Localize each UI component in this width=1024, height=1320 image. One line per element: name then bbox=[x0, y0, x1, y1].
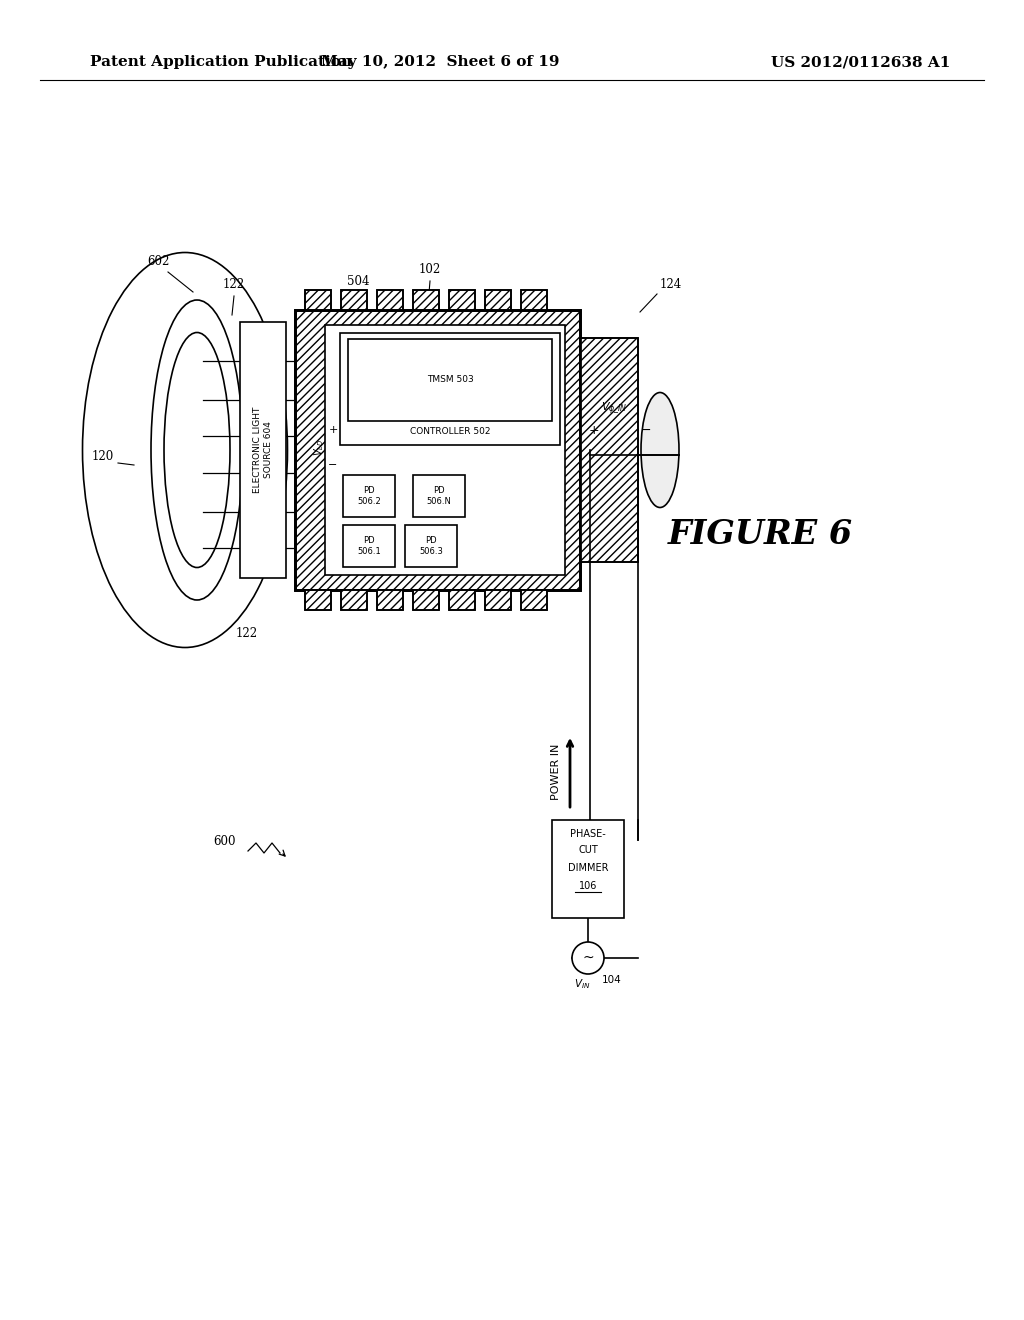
Text: 124: 124 bbox=[660, 279, 682, 290]
Text: $V_{IN}$: $V_{IN}$ bbox=[573, 977, 590, 991]
Text: ~: ~ bbox=[583, 950, 594, 965]
Text: DIMMER: DIMMER bbox=[567, 863, 608, 873]
Text: $V_{LD}$: $V_{LD}$ bbox=[312, 438, 326, 457]
Ellipse shape bbox=[641, 392, 679, 507]
Text: CONTROLLER 502: CONTROLLER 502 bbox=[410, 426, 490, 436]
Text: POWER IN: POWER IN bbox=[551, 743, 561, 800]
Bar bbox=[343, 525, 395, 568]
Bar bbox=[449, 290, 475, 310]
Bar bbox=[340, 333, 560, 445]
Bar bbox=[305, 590, 331, 610]
Text: 504: 504 bbox=[347, 275, 370, 288]
Bar bbox=[413, 290, 439, 310]
Text: ELECTRONIC LIGHT
SOURCE 604: ELECTRONIC LIGHT SOURCE 604 bbox=[253, 407, 272, 494]
Bar bbox=[485, 590, 511, 610]
Text: CUT: CUT bbox=[579, 845, 598, 855]
Bar bbox=[580, 338, 638, 562]
Bar bbox=[341, 590, 367, 610]
Text: PD
506.1: PD 506.1 bbox=[357, 536, 381, 556]
Bar bbox=[406, 525, 457, 568]
Bar bbox=[413, 590, 439, 610]
Bar bbox=[377, 290, 403, 310]
Bar bbox=[449, 290, 475, 310]
Text: PD
506.2: PD 506.2 bbox=[357, 486, 381, 506]
Text: 122: 122 bbox=[236, 627, 258, 640]
Bar bbox=[377, 590, 403, 610]
Bar bbox=[521, 590, 547, 610]
Text: 600: 600 bbox=[213, 836, 236, 847]
Text: $V_{\phi\_IN}$: $V_{\phi\_IN}$ bbox=[601, 400, 628, 416]
Bar bbox=[413, 590, 439, 610]
Text: 120: 120 bbox=[92, 450, 114, 463]
Text: May 10, 2012  Sheet 6 of 19: May 10, 2012 Sheet 6 of 19 bbox=[321, 55, 559, 69]
Text: Patent Application Publication: Patent Application Publication bbox=[90, 55, 352, 69]
Bar bbox=[305, 290, 331, 310]
Circle shape bbox=[572, 942, 604, 974]
Bar bbox=[580, 338, 638, 562]
Bar bbox=[449, 590, 475, 610]
Text: +: + bbox=[589, 424, 599, 437]
Bar bbox=[485, 590, 511, 610]
Bar bbox=[305, 290, 331, 310]
Bar bbox=[341, 290, 367, 310]
Bar bbox=[343, 475, 395, 517]
Bar bbox=[449, 590, 475, 610]
Bar bbox=[521, 590, 547, 610]
Text: TMSM 503: TMSM 503 bbox=[427, 375, 473, 384]
Bar bbox=[377, 290, 403, 310]
Bar bbox=[325, 325, 565, 576]
Text: PHASE-: PHASE- bbox=[570, 829, 606, 840]
Text: 602: 602 bbox=[146, 255, 169, 268]
Bar bbox=[348, 338, 552, 421]
Text: 104: 104 bbox=[602, 975, 622, 985]
Bar bbox=[485, 290, 511, 310]
Text: 106: 106 bbox=[579, 880, 597, 891]
Text: 122: 122 bbox=[223, 279, 245, 290]
Bar bbox=[377, 590, 403, 610]
Bar bbox=[485, 290, 511, 310]
Text: +: + bbox=[329, 425, 338, 436]
Text: −: − bbox=[641, 424, 651, 437]
Text: −: − bbox=[329, 459, 338, 470]
Text: FIGURE 6: FIGURE 6 bbox=[668, 519, 853, 552]
Bar bbox=[295, 310, 580, 590]
Bar bbox=[552, 820, 624, 917]
Bar bbox=[521, 290, 547, 310]
Bar bbox=[295, 310, 580, 590]
Bar bbox=[305, 590, 331, 610]
Bar bbox=[341, 590, 367, 610]
Bar bbox=[341, 290, 367, 310]
Text: 102: 102 bbox=[419, 263, 441, 276]
Bar bbox=[413, 475, 465, 517]
Bar bbox=[413, 290, 439, 310]
Text: PD
506.N: PD 506.N bbox=[427, 486, 452, 506]
Text: US 2012/0112638 A1: US 2012/0112638 A1 bbox=[771, 55, 950, 69]
Bar bbox=[521, 290, 547, 310]
Text: PD
506.3: PD 506.3 bbox=[419, 536, 443, 556]
Bar bbox=[240, 322, 286, 578]
